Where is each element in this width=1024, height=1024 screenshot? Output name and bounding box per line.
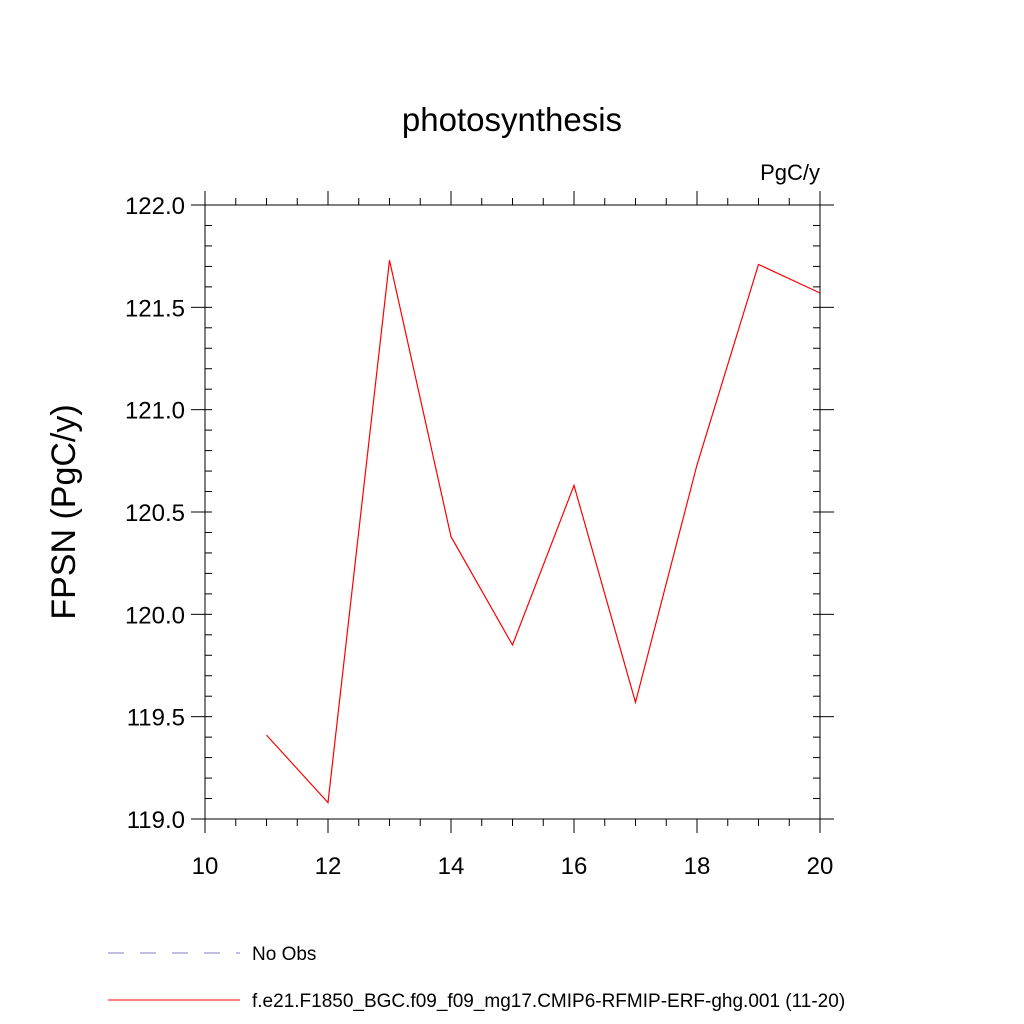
x-tick-label: 20 bbox=[807, 853, 834, 880]
chart-title: photosynthesis bbox=[402, 101, 622, 138]
y-tick-label: 120.5 bbox=[125, 500, 185, 527]
x-tick-label: 10 bbox=[192, 853, 219, 880]
major-ticks bbox=[191, 191, 834, 833]
y-tick-labels: 119.0 119.5 120.0 120.5 121.0 121.5 122.0 bbox=[125, 193, 185, 834]
legend: No Obs f.e21.F1850_BGC.f09_f09_mg17.CMIP6… bbox=[108, 944, 845, 1012]
y-tick-label: 122.0 bbox=[125, 193, 185, 220]
series-layer bbox=[266, 260, 821, 804]
x-tick-labels: 10 12 14 16 18 20 bbox=[192, 853, 834, 880]
legend-label: No Obs bbox=[252, 944, 316, 965]
legend-label: f.e21.F1850_BGC.f09_f09_mg17.CMIP6-RFMIP… bbox=[252, 991, 845, 1012]
minor-ticks bbox=[204, 198, 821, 826]
y-tick-label: 121.5 bbox=[125, 295, 185, 322]
x-tick-label: 16 bbox=[561, 853, 588, 880]
y-tick-label: 121.0 bbox=[125, 398, 185, 425]
y-axis-label: FPSN (PgC/y) bbox=[45, 404, 83, 619]
series-line bbox=[266, 260, 821, 804]
x-tick-label: 18 bbox=[684, 853, 711, 880]
y-tick-label: 119.5 bbox=[127, 705, 185, 732]
units-label: PgC/y bbox=[760, 160, 820, 185]
y-tick-label: 120.0 bbox=[125, 602, 185, 629]
y-tick-label: 119.0 bbox=[127, 807, 185, 834]
x-tick-label: 12 bbox=[315, 853, 342, 880]
x-tick-label: 14 bbox=[438, 853, 465, 880]
plot-frame bbox=[204, 204, 821, 820]
